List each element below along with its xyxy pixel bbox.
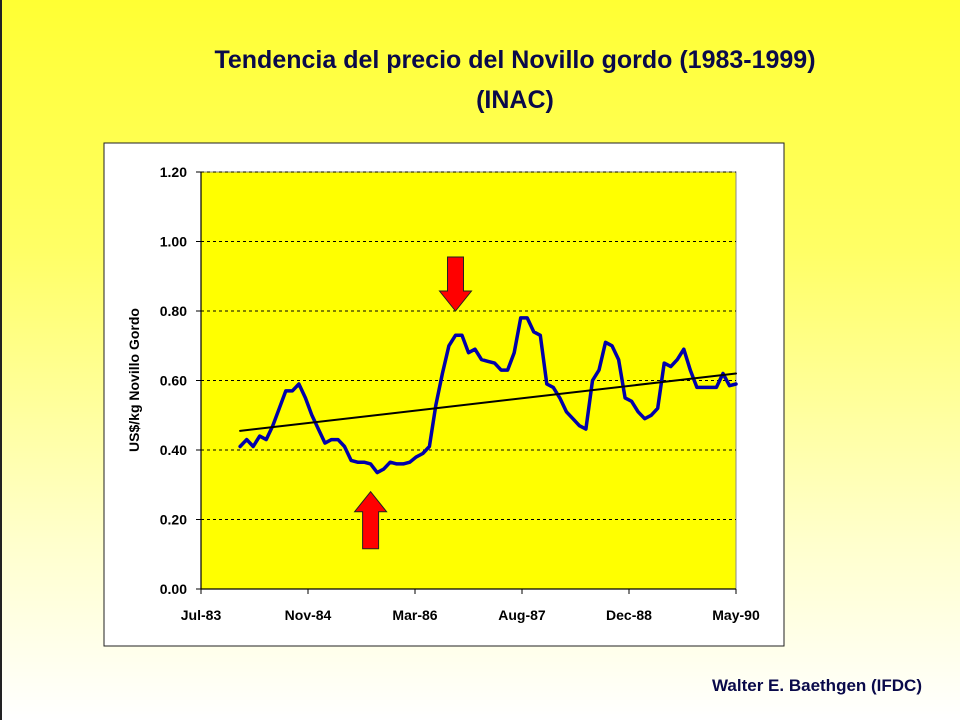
x-tick-label: Dec-88 (606, 607, 652, 623)
y-tick-label: 0.80 (160, 303, 187, 319)
y-tick-label: 0.40 (160, 442, 187, 458)
gridlines (201, 171, 736, 520)
title-line-2: (INAC) (476, 86, 554, 114)
title-line-1: Tendencia del precio del Novillo gordo (… (214, 46, 816, 74)
down-arrow-icon (438, 256, 473, 312)
trend-line (239, 372, 737, 432)
x-tick-label: Nov-84 (285, 607, 332, 623)
left-border (0, 0, 2, 720)
y-axis-title: US$/kg Novillo Gordo (126, 308, 142, 452)
x-axis-ticks: Jul-83 Nov-84 Mar-86 Aug-87 Dec-88 May-90 (181, 589, 760, 623)
x-tick-label: Jul-83 (181, 607, 222, 623)
author-credit: Walter E. Baethgen (IFDC) (712, 676, 922, 695)
x-tick-label: Mar-86 (392, 607, 437, 623)
x-tick-label: Aug-87 (498, 607, 546, 623)
up-arrow-icon (353, 490, 388, 550)
x-tick-label: May-90 (712, 607, 760, 623)
annotations (353, 256, 473, 550)
y-tick-label: 0.20 (160, 512, 187, 528)
y-tick-label: 1.00 (160, 234, 187, 250)
y-axis-ticks: 0.00 0.20 0.40 0.60 0.80 1.00 1.20 (160, 164, 201, 597)
y-tick-label: 1.20 (160, 164, 187, 180)
slide-title: Tendencia del precio del Novillo gordo (… (0, 40, 960, 120)
series-group (238, 316, 738, 475)
y-tick-label: 0.00 (160, 581, 187, 597)
price-line (238, 316, 738, 475)
y-tick-label: 0.60 (160, 373, 187, 389)
